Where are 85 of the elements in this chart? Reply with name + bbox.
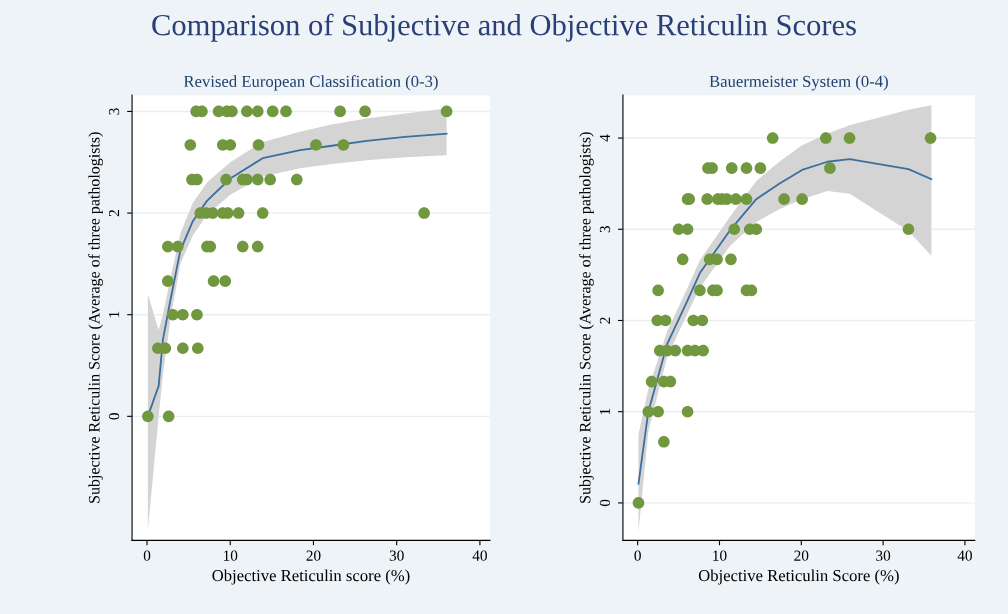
point [728, 223, 741, 236]
point [645, 375, 658, 388]
point [162, 275, 174, 287]
y-tick-label: 2 [599, 317, 610, 324]
point [701, 193, 714, 205]
point [725, 162, 738, 174]
point [172, 240, 184, 253]
point [676, 253, 689, 266]
point [251, 240, 264, 253]
point [696, 314, 709, 327]
point [241, 105, 253, 118]
point [924, 132, 937, 144]
point [252, 139, 265, 151]
point [236, 240, 249, 253]
point [778, 193, 790, 205]
chart-title: Revised European Classification (0-3) [183, 75, 438, 91]
y-tick-label: 4 [599, 134, 610, 142]
point [658, 435, 670, 448]
point [824, 162, 836, 174]
x-axis-title: Objective Reticulin score (%) [212, 569, 410, 585]
x-axis-title: Objective Reticulin Score (%) [698, 569, 899, 585]
point [418, 207, 430, 219]
line-series [637, 158, 933, 485]
point [256, 207, 269, 219]
y-tick-label: 1 [108, 311, 120, 318]
y-tick-label: 1 [599, 408, 610, 415]
point [820, 132, 832, 144]
x-tick-label: 10 [713, 550, 727, 561]
point [232, 207, 245, 219]
point [191, 342, 204, 355]
point [142, 410, 154, 423]
point [291, 173, 303, 186]
x-tick-label: 20 [794, 550, 809, 561]
point [730, 193, 742, 205]
x-tick-label: 0 [634, 550, 641, 561]
point [740, 193, 753, 205]
point [740, 162, 753, 174]
point [766, 132, 779, 144]
point [310, 139, 322, 151]
y-axis-title: Subjective Reticulin Score (Average of three pathologists) [579, 132, 594, 503]
point [264, 173, 276, 186]
point [652, 405, 664, 418]
point [280, 105, 292, 118]
point [177, 342, 189, 355]
point [725, 253, 737, 266]
x-tick-label: 30 [389, 550, 404, 561]
y-tick-label: 0 [599, 499, 611, 507]
point [162, 410, 175, 423]
point [681, 405, 694, 418]
x-tick-label: 40 [957, 550, 972, 561]
point [334, 105, 346, 118]
chart-title: Bauermeister System (0-4) [709, 75, 888, 91]
text: Comparison of Subjective and Objective Reticulin Scores [152, 13, 856, 42]
y-tick-label: 3 [108, 108, 120, 115]
point [754, 162, 767, 174]
x-tick-label: 20 [306, 550, 321, 561]
x-tick-label: 30 [876, 550, 891, 561]
point [266, 105, 279, 118]
point [251, 173, 264, 186]
point [440, 105, 453, 118]
x-tick-label: 0 [143, 550, 151, 561]
y-axis-title: Subjective Reticulin Score (Average of three pathologists) [88, 132, 103, 503]
point [219, 275, 232, 287]
point [162, 240, 174, 253]
point [843, 132, 856, 144]
point [694, 284, 706, 297]
point [207, 275, 220, 287]
point [632, 497, 645, 509]
y-tick-label: 2 [108, 210, 120, 217]
point [167, 308, 179, 321]
point [191, 308, 203, 321]
point [177, 308, 189, 321]
y-tick-label: 0 [108, 413, 120, 420]
x-tick-label: 40 [472, 550, 487, 561]
point [902, 223, 915, 236]
point [652, 284, 664, 297]
y-tick-label: 3 [599, 226, 611, 233]
point [184, 139, 197, 151]
point [220, 173, 232, 186]
point [337, 139, 350, 151]
point [251, 105, 264, 118]
point [359, 105, 371, 118]
x-tick-label: 10 [223, 550, 238, 561]
point [796, 193, 808, 205]
point [642, 405, 655, 418]
